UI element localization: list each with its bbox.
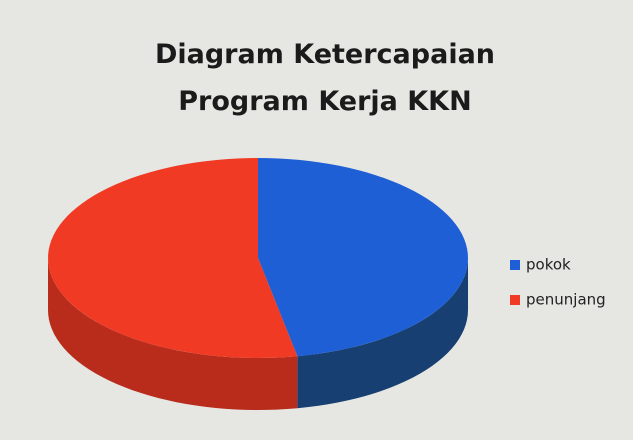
legend-label: penunjang — [526, 291, 606, 309]
pie-slice-side — [297, 258, 468, 409]
chart-title-line-2: Program Kerja KKN — [178, 86, 471, 117]
legend-swatch — [510, 295, 520, 305]
pie-slice — [48, 158, 298, 410]
pie-slice — [258, 158, 468, 409]
chart-title-line-1: Diagram Ketercapaian — [155, 39, 495, 70]
pie-slice-top — [48, 158, 298, 358]
pie-slice-side — [48, 258, 298, 410]
pie-slice-top — [258, 158, 468, 357]
legend-label: pokok — [526, 256, 571, 274]
legend-swatch — [510, 260, 520, 270]
